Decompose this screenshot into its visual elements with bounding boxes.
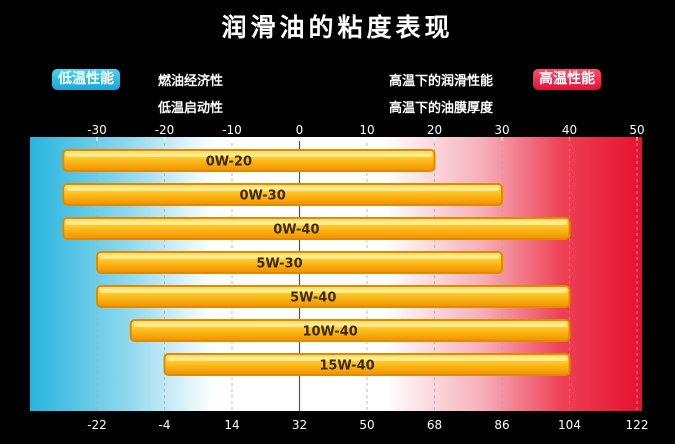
bar-label: 10W-40: [302, 325, 357, 340]
bar-highlight: [66, 187, 499, 191]
high-temp-badge: 高温性能: [533, 69, 601, 90]
fahrenheit-tick-label: 122: [626, 418, 649, 432]
fahrenheit-tick-label: 14: [224, 418, 239, 432]
celsius-tick-label: 10: [359, 123, 374, 137]
bar-highlight: [167, 357, 567, 361]
celsius-tick-label: -10: [222, 123, 242, 137]
celsius-tick-label: 30: [494, 123, 509, 137]
bar-highlight: [100, 255, 499, 259]
fahrenheit-tick-label: -4: [159, 418, 171, 432]
celsius-tick-label: 40: [562, 123, 577, 137]
celsius-tick-label: -30: [87, 123, 107, 137]
low-temp-badge: 低温性能: [52, 69, 120, 90]
celsius-tick-label: 20: [427, 123, 442, 137]
fahrenheit-tick-label: -22: [87, 418, 107, 432]
bar-highlight: [66, 221, 567, 225]
celsius-tick-label: -20: [155, 123, 175, 137]
chart-title: 润滑油的粘度表现: [221, 13, 454, 42]
fahrenheit-tick-label: 86: [494, 418, 509, 432]
high-note-film-thickness: 高温下的油膜厚度: [389, 101, 494, 116]
celsius-tick-label: 0: [296, 123, 304, 137]
fahrenheit-tick-label: 68: [427, 418, 442, 432]
bar-label: 15W-40: [319, 359, 374, 374]
bar-label: 0W-30: [239, 189, 285, 204]
bar-highlight: [100, 289, 567, 293]
fahrenheit-tick-label: 104: [558, 418, 581, 432]
bar-highlight: [133, 323, 567, 327]
bar-highlight: [66, 153, 432, 157]
celsius-tick-label: 50: [629, 123, 644, 137]
low-note-cold-start: 低温启动性: [158, 101, 224, 116]
bar-label: 5W-40: [290, 291, 336, 306]
fahrenheit-tick-label: 32: [292, 418, 307, 432]
bar-label: 5W-30: [256, 257, 302, 272]
bar-label: 0W-20: [206, 155, 252, 170]
bar-label: 0W-40: [273, 223, 319, 238]
fahrenheit-tick-label: 50: [359, 418, 374, 432]
high-note-lubrication: 高温下的润滑性能: [389, 74, 494, 89]
low-note-fuel-economy: 燃油经济性: [158, 74, 224, 89]
